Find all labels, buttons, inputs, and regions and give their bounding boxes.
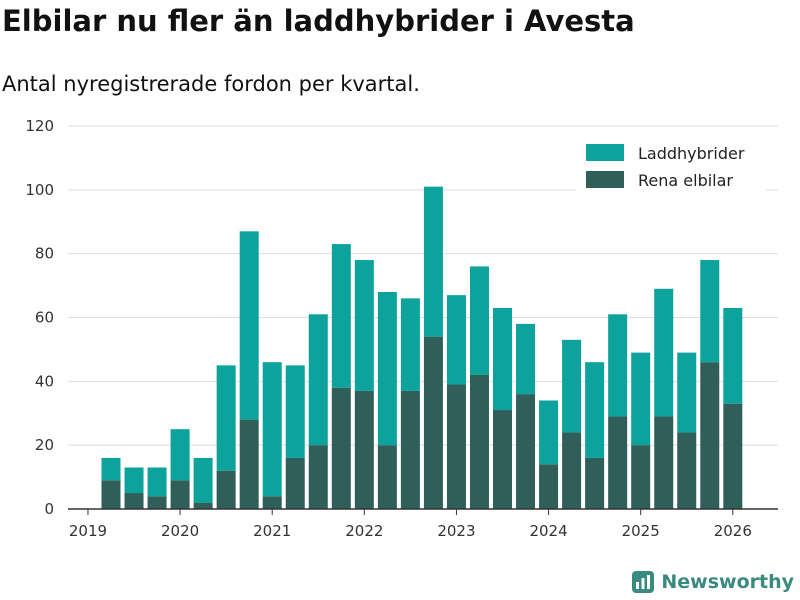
bar-laddhybrider	[608, 314, 628, 417]
bar-laddhybrider	[331, 244, 351, 388]
bar-laddhybrider	[654, 288, 674, 417]
bar-rena-elbilar	[147, 496, 167, 509]
bar-rena-elbilar	[516, 394, 536, 509]
bar-rena-elbilar	[469, 374, 489, 509]
chart-title: Elbilar nu fler än laddhybrider i Avesta	[2, 4, 635, 38]
x-tick-label: 2020	[161, 522, 199, 540]
bar-rena-elbilar	[285, 457, 305, 509]
x-tick-label: 2026	[714, 522, 752, 540]
bar-laddhybrider	[285, 365, 305, 458]
bar-rena-elbilar	[723, 403, 743, 509]
bar-laddhybrider	[147, 467, 167, 497]
bar-laddhybrider	[539, 400, 559, 465]
bar-rena-elbilar	[354, 390, 374, 509]
bar-rena-elbilar	[539, 464, 559, 509]
x-tick-label: 2025	[622, 522, 660, 540]
bar-rena-elbilar	[400, 390, 420, 509]
bar-laddhybrider	[677, 352, 697, 433]
bar-laddhybrider	[516, 323, 536, 395]
x-tick-label: 2021	[253, 522, 291, 540]
bar-rena-elbilar	[446, 384, 466, 509]
bar-rena-elbilar	[631, 445, 651, 509]
x-tick-label: 2019	[69, 522, 107, 540]
bar-laddhybrider	[308, 314, 328, 446]
bar-rena-elbilar	[585, 457, 605, 509]
brand: Newsworthy	[631, 570, 794, 594]
y-tick-label: 120	[25, 117, 54, 135]
bar-rena-elbilar	[193, 502, 213, 509]
bar-rena-elbilar	[308, 445, 328, 509]
bar-rena-elbilar	[262, 496, 282, 509]
bar-rena-elbilar	[124, 493, 144, 509]
legend-rena-elbilar-label: Rena elbilar	[638, 171, 733, 190]
x-tick-label: 2022	[345, 522, 383, 540]
legend-rena-elbilar-swatch	[586, 171, 624, 188]
bar-rena-elbilar	[216, 470, 236, 509]
y-tick-label: 80	[35, 245, 54, 263]
bar-laddhybrider	[400, 298, 420, 391]
bar-rena-elbilar	[562, 432, 582, 509]
bar-rena-elbilar	[423, 336, 443, 509]
bar-rena-elbilar	[170, 480, 190, 509]
bar-rena-elbilar	[677, 432, 697, 509]
bar-laddhybrider	[423, 186, 443, 337]
bar-laddhybrider	[562, 339, 582, 433]
bar-laddhybrider	[377, 291, 397, 446]
y-tick-label: 60	[35, 309, 54, 327]
bar-laddhybrider	[493, 307, 513, 411]
bar-laddhybrider	[193, 457, 213, 503]
bar-laddhybrider	[354, 260, 374, 391]
bar-laddhybrider	[101, 457, 121, 481]
bar-laddhybrider	[124, 467, 144, 494]
bar-laddhybrider	[262, 362, 282, 497]
y-tick-label: 20	[35, 436, 54, 454]
legend-laddhybrider-label: Laddhybrider	[638, 144, 745, 163]
bar-laddhybrider	[723, 307, 743, 404]
bar-laddhybrider	[585, 362, 605, 458]
y-tick-label: 100	[25, 181, 54, 199]
bar-rena-elbilar	[654, 416, 674, 509]
x-tick-label: 2023	[437, 522, 475, 540]
y-tick-label: 0	[44, 500, 54, 518]
chart-subtitle: Antal nyregistrerade fordon per kvartal.	[2, 72, 420, 96]
bar-laddhybrider	[446, 295, 466, 385]
y-tick-label: 40	[35, 372, 54, 390]
newsworthy-logo-icon	[632, 571, 655, 593]
bar-laddhybrider	[170, 429, 190, 481]
bar-laddhybrider	[239, 231, 259, 420]
brand-name: Newsworthy	[661, 571, 794, 593]
bar-rena-elbilar	[239, 419, 259, 509]
bar-laddhybrider	[700, 260, 720, 363]
bar-rena-elbilar	[377, 445, 397, 509]
bar-rena-elbilar	[101, 480, 121, 509]
bar-rena-elbilar	[700, 362, 720, 509]
x-tick-label: 2024	[529, 522, 567, 540]
bar-rena-elbilar	[331, 387, 351, 509]
bar-rena-elbilar	[493, 410, 513, 509]
bar-rena-elbilar	[608, 416, 628, 509]
bar-laddhybrider	[216, 365, 236, 471]
bar-laddhybrider	[469, 266, 489, 375]
bar-laddhybrider	[631, 352, 651, 446]
legend-laddhybrider-swatch	[586, 144, 624, 161]
